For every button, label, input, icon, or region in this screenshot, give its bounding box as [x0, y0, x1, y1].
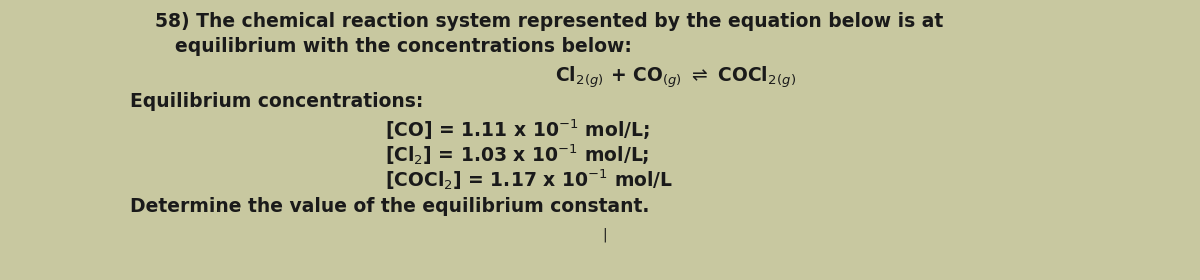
Text: 58) The chemical reaction system represented by the equation below is at: 58) The chemical reaction system represe… [155, 12, 943, 31]
Text: equilibrium with the concentrations below:: equilibrium with the concentrations belo… [175, 37, 632, 56]
Text: [Cl$_2$] = 1.03 x 10$^{-1}$ mol/L;: [Cl$_2$] = 1.03 x 10$^{-1}$ mol/L; [385, 142, 649, 167]
Text: Determine the value of the equilibrium constant.: Determine the value of the equilibrium c… [130, 197, 649, 216]
Text: |: | [602, 228, 607, 242]
Text: [CO] = 1.11 x 10$^{-1}$ mol/L;: [CO] = 1.11 x 10$^{-1}$ mol/L; [385, 117, 649, 141]
Text: Equilibrium concentrations:: Equilibrium concentrations: [130, 92, 424, 111]
Text: [COCl$_2$] = 1.17 x 10$^{-1}$ mol/L: [COCl$_2$] = 1.17 x 10$^{-1}$ mol/L [385, 167, 673, 192]
Text: Cl$_2$$_{(g)}$ + CO$_{(g)}$ $\rightleftharpoons$ COCl$_2$$_{(g)}$: Cl$_2$$_{(g)}$ + CO$_{(g)}$ $\rightlefth… [554, 65, 796, 90]
